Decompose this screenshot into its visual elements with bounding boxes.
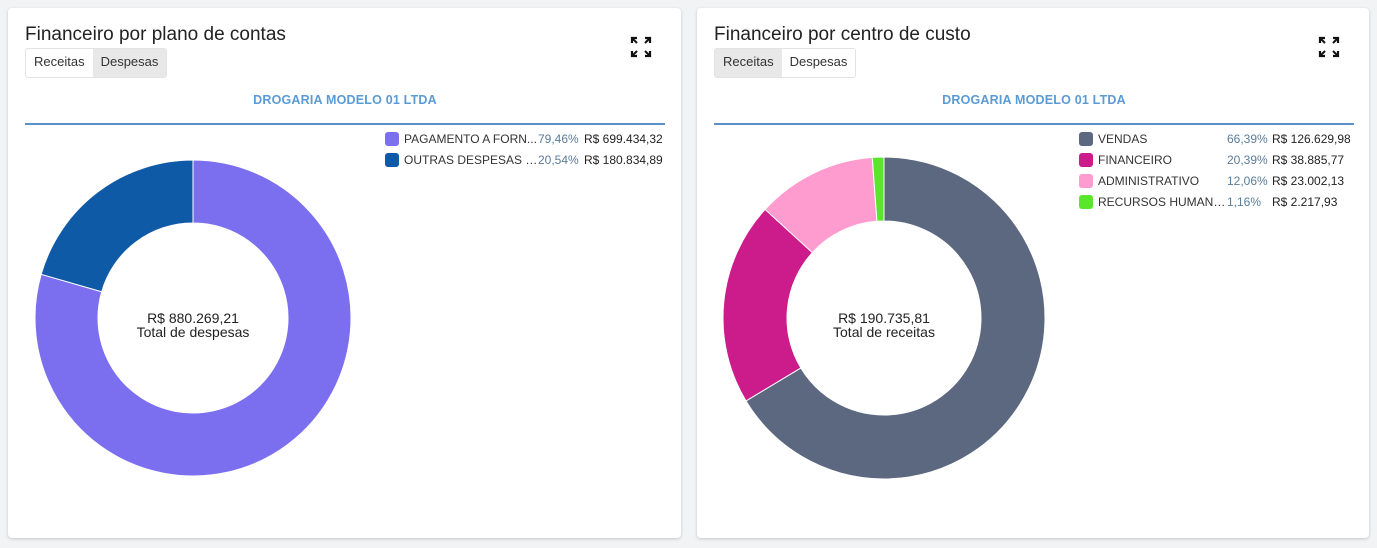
donut-chart: R$ 880.269,21 Total de despesas	[34, 159, 352, 477]
legend-percent: 1,16%	[1227, 194, 1262, 209]
legend-value: R$ 126.629,98	[1272, 131, 1351, 146]
legend-item[interactable]: FINANCEIRO 20,39% R$ 38.885,77	[1079, 149, 1351, 170]
legend-swatch	[1079, 173, 1093, 188]
legend-value: R$ 23.002,13	[1272, 173, 1345, 188]
tab-receitas[interactable]: Receitas	[715, 49, 782, 77]
tab-despesas[interactable]: Despesas	[92, 49, 167, 77]
legend-swatch	[385, 131, 399, 146]
card-title: Financeiro por centro de custo	[714, 24, 971, 45]
legend-value: R$ 38.885,77	[1272, 152, 1345, 167]
legend-item[interactable]: ADMINISTRATIVO 12,06% R$ 23.002,13	[1079, 170, 1351, 191]
chart-legend: PAGAMENTO A FORN... 79,46% R$ 699.434,32…	[385, 128, 663, 170]
donut-slice-outras-despesas-o[interactable]	[40, 159, 194, 293]
legend-swatch	[1079, 194, 1093, 209]
legend-item[interactable]: OUTRAS DESPESAS O... 20,54% R$ 180.834,8…	[385, 149, 663, 170]
donut-chart: R$ 190.735,81 Total de receitas	[722, 156, 1046, 480]
legend-swatch	[1079, 131, 1093, 146]
expand-icon[interactable]	[628, 34, 654, 60]
legend-swatch	[1079, 152, 1093, 167]
legend-percent: 20,39%	[1227, 152, 1268, 167]
center-total-value: R$ 880.269,21	[147, 310, 239, 326]
legend-percent: 66,39%	[1227, 131, 1268, 146]
legend-percent: 79,46%	[538, 131, 579, 146]
legend-swatch	[385, 152, 399, 167]
card-title: Financeiro por plano de contas	[25, 24, 286, 45]
divider	[25, 123, 665, 125]
donut-slice-pagamento-a-forn[interactable]	[34, 159, 352, 477]
chart-card-centro-custo: Financeiro por centro de custo Receitas …	[697, 8, 1369, 538]
tab-despesas[interactable]: Despesas	[789, 54, 848, 69]
legend-value: R$ 2.217,93	[1272, 194, 1338, 209]
type-tabs: Receitas Despesas	[25, 48, 168, 78]
legend-item[interactable]: RECURSOS HUMANOS 1,16% R$ 2.217,93	[1079, 191, 1351, 212]
legend-value: R$ 180.834,89	[584, 152, 663, 167]
tab-receitas[interactable]: Receitas	[34, 54, 85, 69]
legend-value: R$ 699.434,32	[584, 131, 663, 146]
center-total-label: Total de despesas	[137, 324, 250, 340]
company-name: DROGARIA MODELO 01 LTDA	[253, 93, 437, 107]
center-total-value: R$ 190.735,81	[838, 310, 930, 326]
donut-slice-vendas[interactable]	[745, 156, 1046, 480]
legend-item[interactable]: VENDAS 66,39% R$ 126.629,98	[1079, 128, 1351, 149]
legend-percent: 12,06%	[1227, 173, 1268, 188]
chart-card-plano-contas: Financeiro por plano de contas Receitas …	[8, 8, 681, 538]
company-name: DROGARIA MODELO 01 LTDA	[942, 93, 1126, 107]
center-total-label: Total de receitas	[833, 324, 935, 340]
legend-percent: 20,54%	[538, 152, 579, 167]
chart-legend: VENDAS 66,39% R$ 126.629,98 FINANCEIRO 2…	[1079, 128, 1351, 212]
donut-slice-recursos-humanos[interactable]	[871, 156, 885, 222]
type-tabs: Receitas Despesas	[714, 48, 857, 78]
expand-icon[interactable]	[1316, 34, 1342, 60]
divider	[714, 123, 1354, 125]
legend-item[interactable]: PAGAMENTO A FORN... 79,46% R$ 699.434,32	[385, 128, 663, 149]
